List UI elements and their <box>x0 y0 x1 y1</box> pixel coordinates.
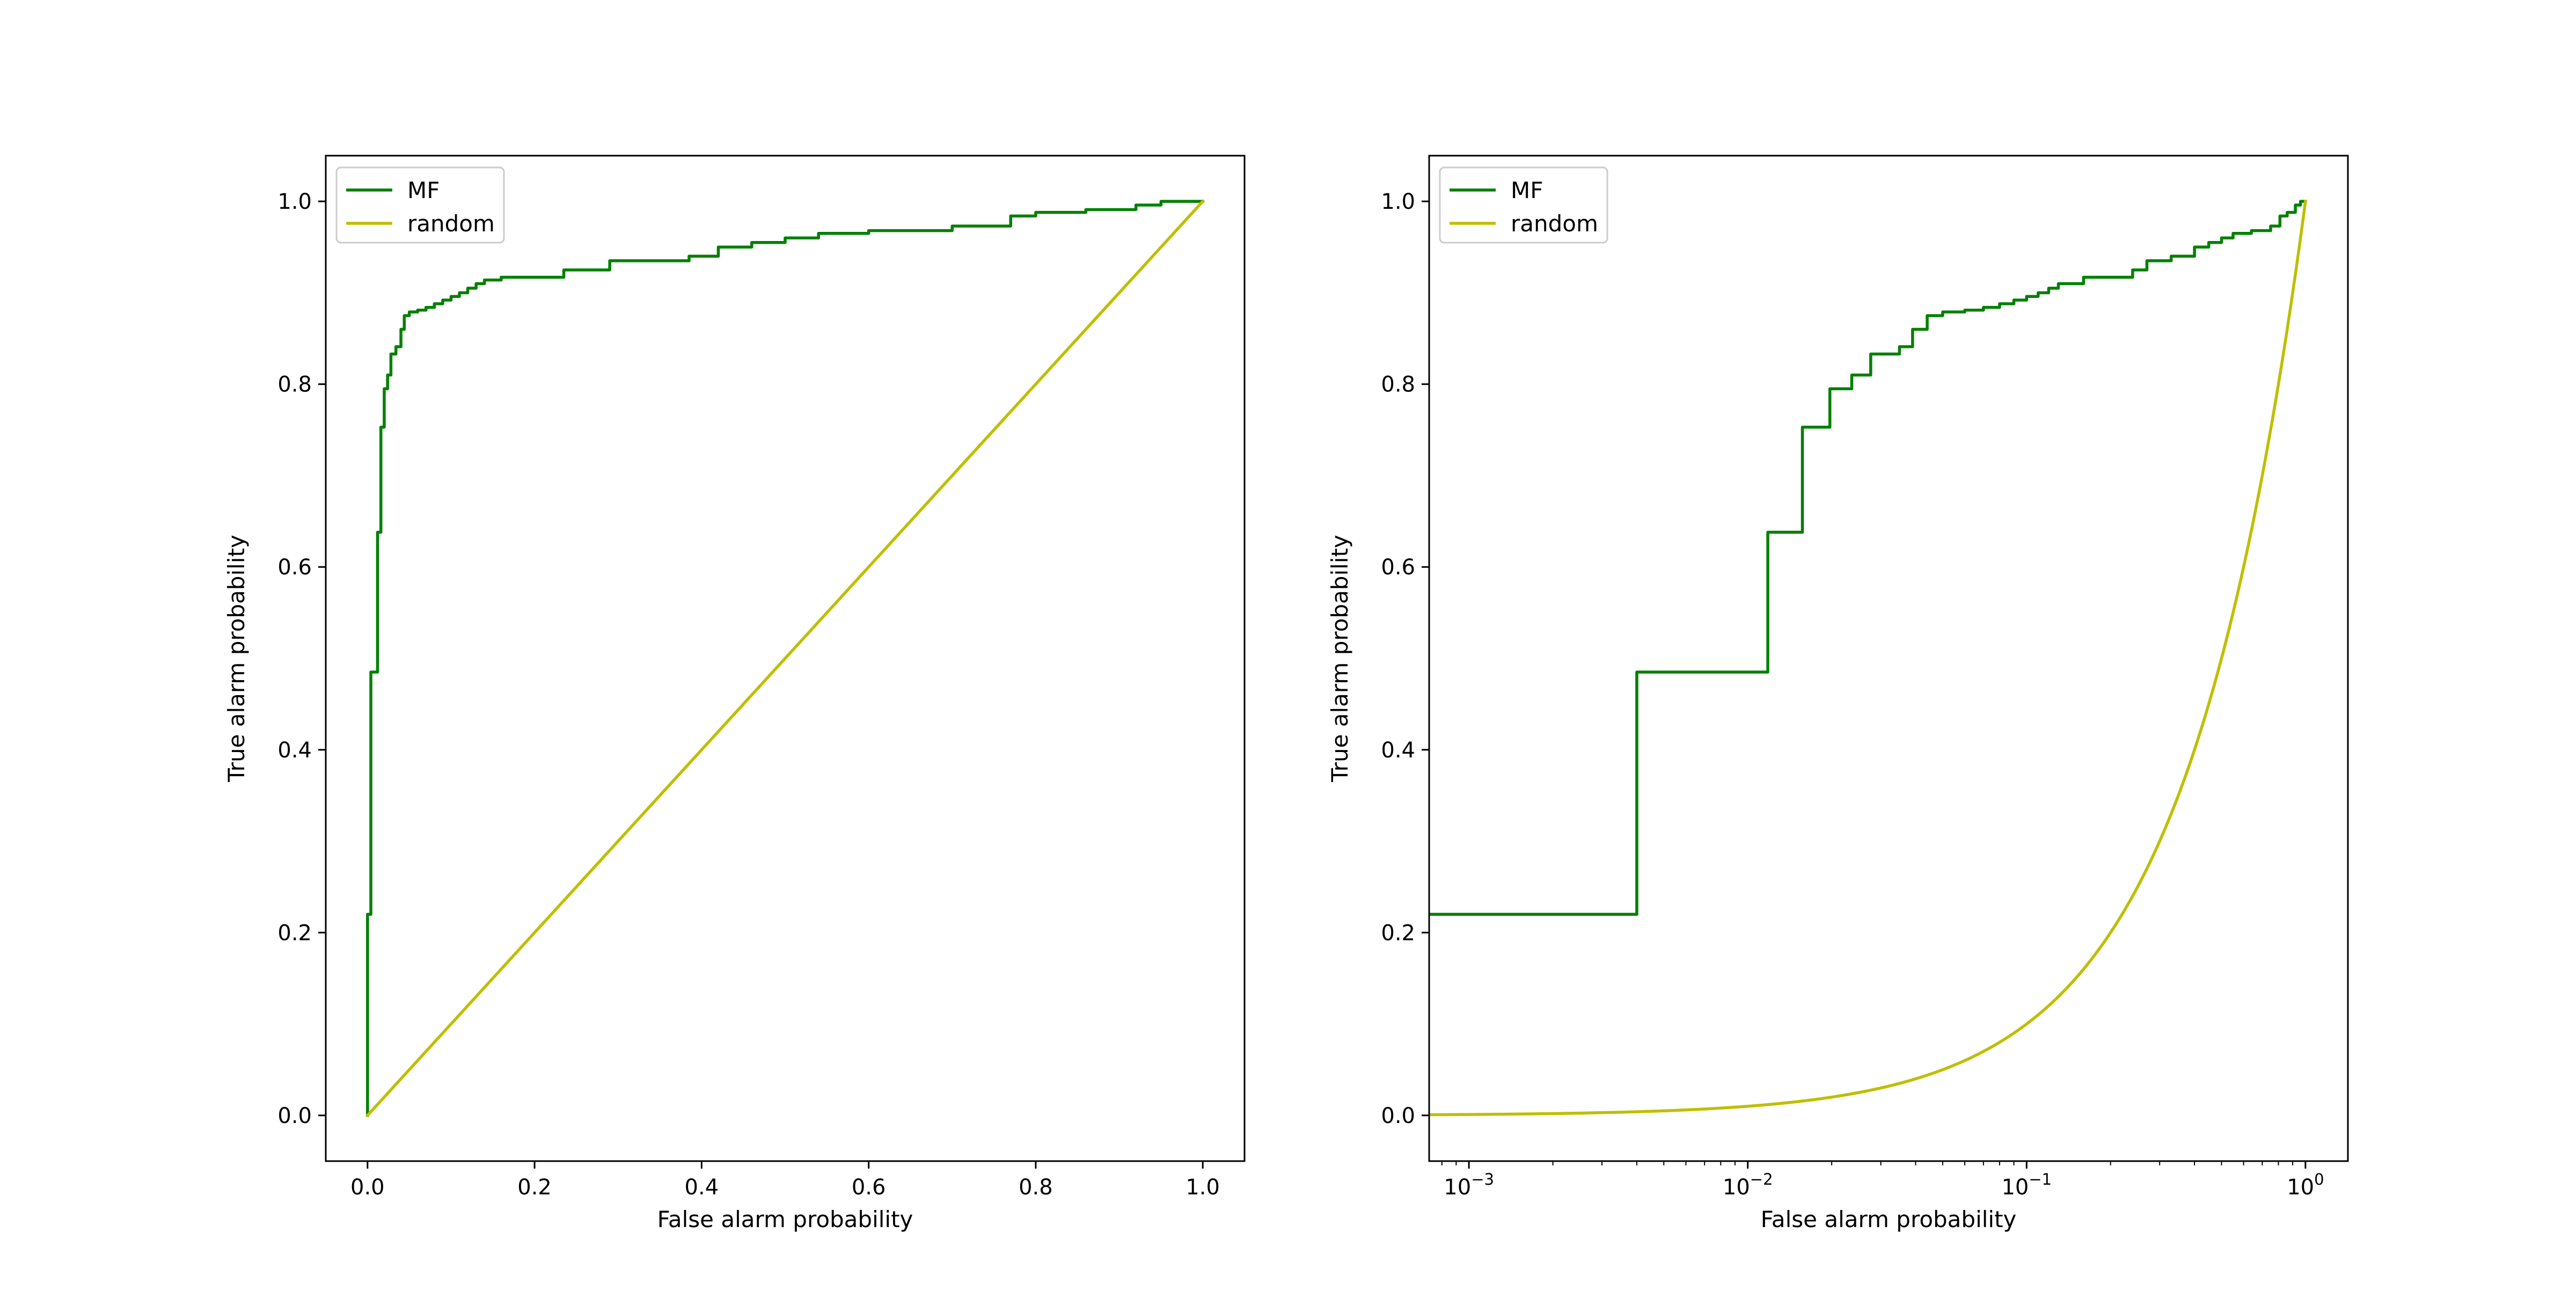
x-tick-label: 10−2 <box>1723 1170 1773 1200</box>
series-line-mf <box>1429 200 2307 916</box>
series-group <box>365 199 1205 1118</box>
legend-label-mf: MF <box>407 177 440 203</box>
x-tick-label: 0.8 <box>1019 1175 1053 1200</box>
y-tick-label: 0.6 <box>277 555 312 580</box>
legend-label-random: random <box>407 210 495 237</box>
y-tick-label: 0.8 <box>1381 373 1415 397</box>
y-tick-label: 1.0 <box>277 189 312 214</box>
y-tick-label: 0.0 <box>277 1104 312 1128</box>
x-tick-label: 1.0 <box>1185 1175 1220 1200</box>
x-axis-label: False alarm probability <box>1761 1206 2017 1232</box>
chart-panel-2: 0.0 0.2 0.4 0.6 0.8 1.0 10−3 10−2 10−1 100 False a… <box>1327 155 2349 1232</box>
legend: MF random <box>1439 166 1608 244</box>
y-tick-label: 0.4 <box>277 738 312 763</box>
series-line-random <box>1429 200 2307 1117</box>
y-tick-label: 0.2 <box>277 921 312 945</box>
y-tick-label: 0.0 <box>1381 1104 1415 1128</box>
axes-frame <box>325 155 1246 1162</box>
legend-label-mf: MF <box>1511 177 1543 203</box>
y-tick-label: 0.6 <box>1381 555 1415 580</box>
series-line-random <box>365 199 1205 1118</box>
x-tick-label: 0.6 <box>852 1175 886 1200</box>
x-tick-label: 0.0 <box>350 1175 385 1200</box>
x-tick-label: 10−3 <box>1444 1170 1494 1200</box>
y-tick-label: 0.4 <box>1381 738 1415 763</box>
x-tick-label: 0.2 <box>517 1175 552 1200</box>
legend: MF random <box>335 166 505 244</box>
y-axis-label: True alarm probability <box>1327 535 1353 783</box>
series-line-mf <box>366 200 1204 1117</box>
x-axis-label: False alarm probability <box>657 1206 913 1232</box>
legend-label-random: random <box>1511 210 1598 237</box>
x-tick-label: 0.4 <box>685 1175 719 1200</box>
y-tick-label: 1.0 <box>1381 189 1415 214</box>
y-tick-label: 0.2 <box>1381 921 1415 945</box>
x-tick-label: 10−1 <box>2001 1170 2052 1200</box>
chart-panel-1: 0.0 0.2 0.4 0.6 0.8 1.0 0.0 0.2 0.4 0.6 0.8 1.0 Fals… <box>223 155 1246 1232</box>
y-tick-label: 0.8 <box>277 373 312 397</box>
y-axis-label: True alarm probability <box>223 535 250 783</box>
x-tick-label: 100 <box>2287 1170 2324 1200</box>
series-group <box>1429 200 2307 1117</box>
axes-frame <box>1428 155 2349 1162</box>
